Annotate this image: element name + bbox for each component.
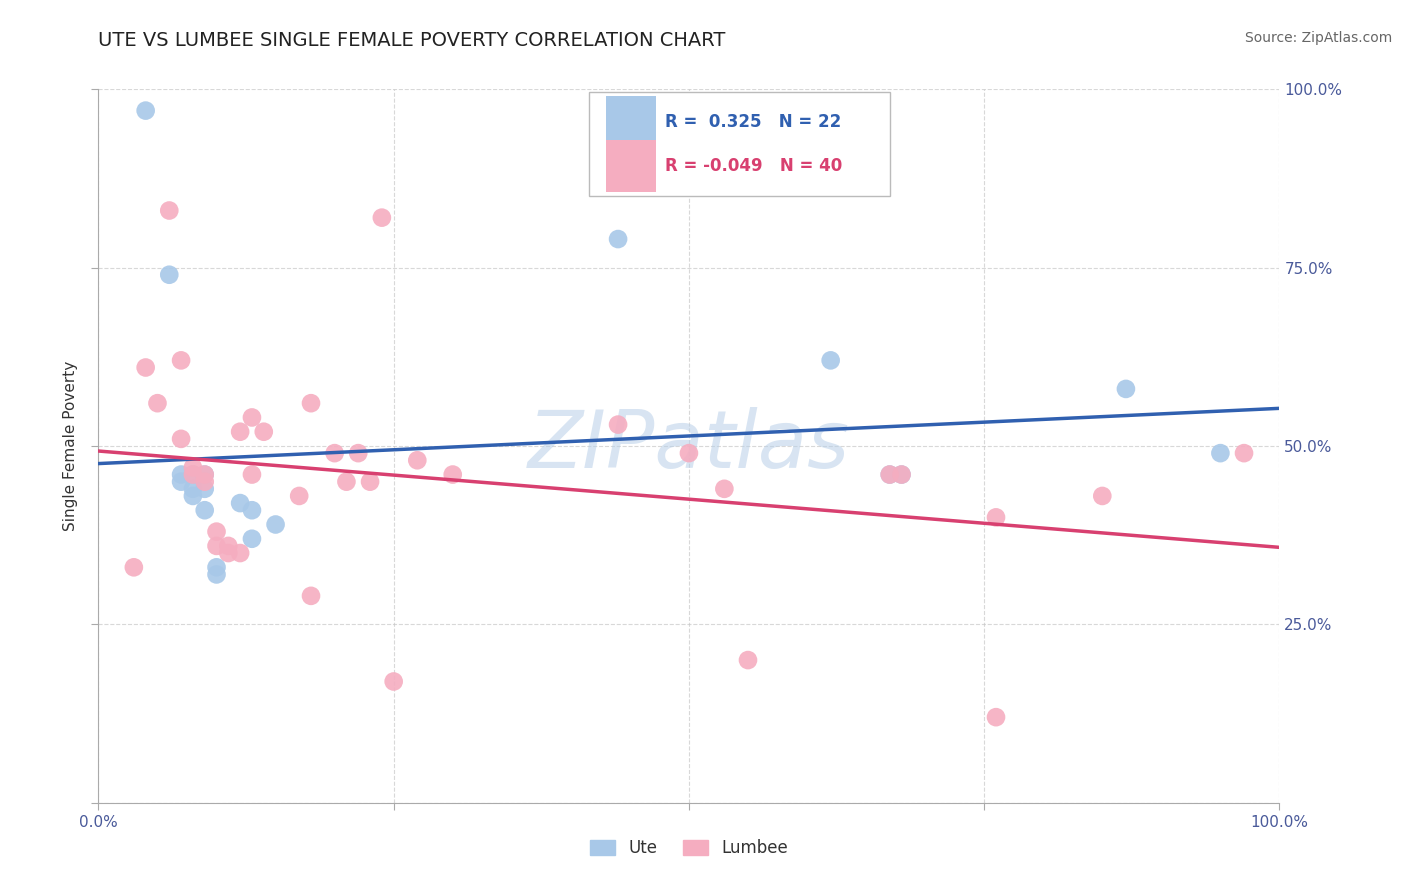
Point: [217, 539, 239, 553]
Point: [299, 589, 322, 603]
Point: [382, 674, 405, 689]
Point: [264, 517, 287, 532]
Point: [240, 410, 263, 425]
Point: [890, 467, 912, 482]
Point: [229, 496, 252, 510]
Point: [288, 489, 311, 503]
Point: [607, 232, 630, 246]
Point: [157, 203, 180, 218]
Point: [879, 467, 901, 482]
FancyBboxPatch shape: [606, 140, 655, 192]
Point: [194, 482, 217, 496]
Point: [1209, 446, 1232, 460]
Point: [194, 475, 217, 489]
Point: [181, 489, 204, 503]
Point: [205, 567, 228, 582]
Point: [205, 539, 228, 553]
Point: [253, 425, 276, 439]
Point: [984, 510, 1007, 524]
Legend: Ute, Lumbee: Ute, Lumbee: [582, 831, 796, 866]
Point: [890, 467, 912, 482]
Point: [194, 467, 217, 482]
FancyBboxPatch shape: [589, 92, 890, 195]
Point: [194, 503, 217, 517]
Point: [1091, 489, 1114, 503]
Point: [170, 353, 193, 368]
Point: [205, 524, 228, 539]
Point: [122, 560, 145, 574]
Point: [406, 453, 429, 467]
Point: [984, 710, 1007, 724]
Text: UTE VS LUMBEE SINGLE FEMALE POVERTY CORRELATION CHART: UTE VS LUMBEE SINGLE FEMALE POVERTY CORR…: [98, 31, 725, 50]
Point: [359, 475, 381, 489]
Point: [170, 475, 193, 489]
Text: Source: ZipAtlas.com: Source: ZipAtlas.com: [1244, 31, 1392, 45]
Point: [217, 546, 239, 560]
Point: [181, 467, 204, 482]
Text: R =  0.325   N = 22: R = 0.325 N = 22: [665, 112, 842, 130]
Text: R = -0.049   N = 40: R = -0.049 N = 40: [665, 157, 842, 175]
Point: [146, 396, 169, 410]
Point: [157, 268, 180, 282]
Point: [181, 467, 204, 482]
Point: [181, 482, 204, 496]
FancyBboxPatch shape: [606, 96, 655, 147]
Point: [1233, 446, 1256, 460]
Point: [879, 467, 901, 482]
Point: [441, 467, 464, 482]
Point: [170, 432, 193, 446]
Point: [170, 467, 193, 482]
Point: [323, 446, 346, 460]
Point: [1115, 382, 1137, 396]
Point: [194, 467, 217, 482]
Point: [607, 417, 630, 432]
Point: [240, 503, 263, 517]
Point: [240, 532, 263, 546]
Point: [737, 653, 759, 667]
Point: [820, 353, 842, 368]
Point: [229, 425, 252, 439]
Point: [240, 467, 263, 482]
Point: [229, 546, 252, 560]
Point: [713, 482, 735, 496]
Point: [181, 460, 204, 475]
Y-axis label: Single Female Poverty: Single Female Poverty: [63, 361, 79, 531]
Point: [347, 446, 370, 460]
Point: [678, 446, 700, 460]
Point: [205, 560, 228, 574]
Text: ZIPatlas: ZIPatlas: [527, 407, 851, 485]
Point: [299, 396, 322, 410]
Point: [335, 475, 357, 489]
Point: [135, 360, 157, 375]
Point: [135, 103, 157, 118]
Point: [371, 211, 394, 225]
